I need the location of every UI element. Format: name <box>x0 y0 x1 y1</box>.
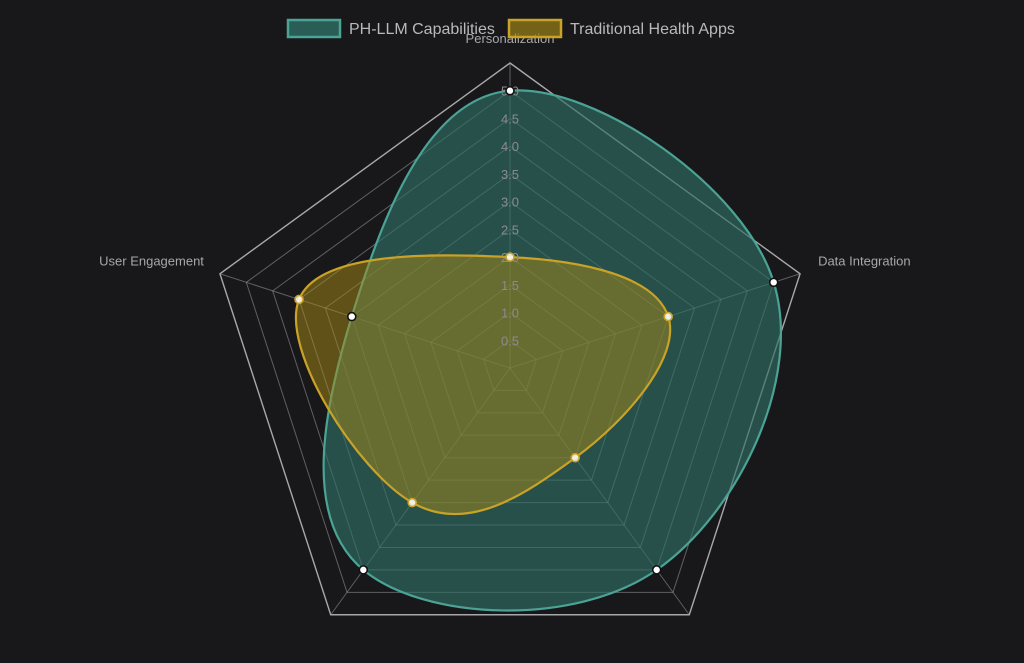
data-point-ph-llm-capabilities-personalization[interactable] <box>505 85 515 96</box>
legend-swatch <box>507 18 563 39</box>
tick-label: 3.5 <box>501 167 519 182</box>
data-point-ph-llm-capabilities-proactive-coaching[interactable] <box>651 565 662 575</box>
series-layer <box>294 89 782 612</box>
legend-swatch <box>286 18 342 39</box>
legend-item-ph-llm-capabilities[interactable]: PH-LLM Capabilities <box>286 18 495 39</box>
tick-label: 1.0 <box>501 306 519 321</box>
tick-label: 4.0 <box>501 139 519 154</box>
data-point-ph-llm-capabilities-user-engagement[interactable] <box>346 311 357 322</box>
tick-label: 3.0 <box>501 195 519 210</box>
data-point-ph-llm-capabilities-accuracy-of-advice[interactable] <box>358 565 369 575</box>
tick-label: 0.5 <box>501 333 519 348</box>
data-point-traditional-health-apps-user-engagement[interactable] <box>294 294 304 305</box>
legend: PH-LLM Capabilities Traditional Health Ap… <box>286 18 735 39</box>
data-point-traditional-health-apps-accuracy-of-advice[interactable] <box>407 497 418 508</box>
data-point-traditional-health-apps-personalization[interactable] <box>505 252 515 262</box>
tick-label: 4.5 <box>501 111 519 126</box>
series-area-traditional-health-apps <box>294 254 672 516</box>
tick-label: 1.5 <box>501 278 519 293</box>
axis-label-data-integration: Data Integration <box>818 254 911 269</box>
tick-label: 2.5 <box>501 222 519 237</box>
tick-layer: 0.51.01.52.02.53.03.54.04.55.0 <box>501 84 519 349</box>
legend-label: Traditional Health Apps <box>570 21 735 38</box>
data-point-ph-llm-capabilities-data-integration[interactable] <box>768 277 779 288</box>
data-point-traditional-health-apps-proactive-coaching[interactable] <box>570 452 580 463</box>
legend-label: PH-LLM Capabilities <box>349 21 495 38</box>
point-layer <box>294 85 779 575</box>
data-point-traditional-health-apps-data-integration[interactable] <box>663 311 674 322</box>
axis-label-user-engagement: User Engagement <box>99 254 204 269</box>
legend-item-traditional-health-apps[interactable]: Traditional Health Apps <box>507 18 735 39</box>
